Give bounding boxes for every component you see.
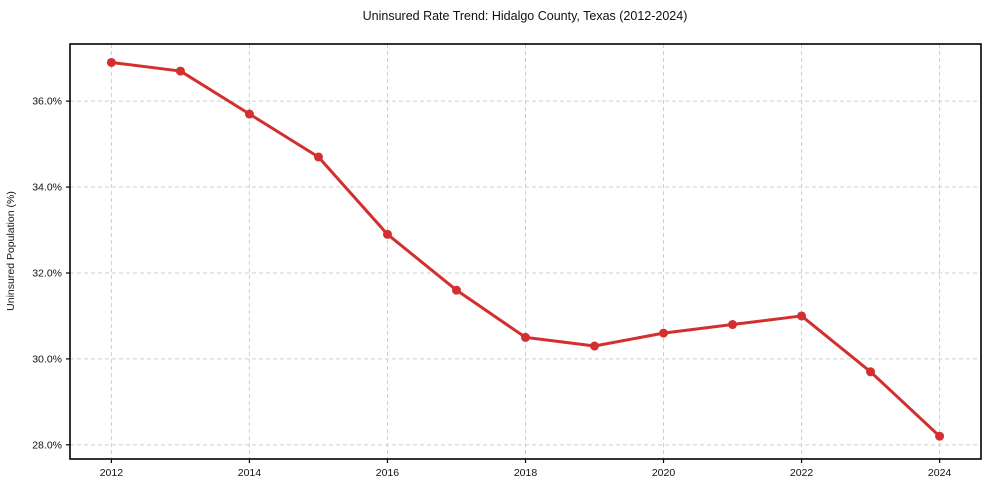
y-tick-label: 36.0%: [32, 96, 62, 108]
data-point-marker: [521, 332, 530, 342]
data-point-marker: [451, 285, 461, 295]
x-tick-label: 2016: [376, 467, 400, 479]
x-tick-label: 2012: [100, 467, 124, 479]
x-tick-label: 2020: [652, 467, 676, 479]
data-point-marker: [590, 341, 600, 351]
data-point-marker: [106, 57, 116, 67]
y-tick-label: 32.0%: [32, 267, 62, 279]
chart-title: Uninsured Rate Trend: Hidalgo County, Te…: [363, 9, 688, 23]
data-point-marker: [382, 229, 392, 239]
data-point-marker: [797, 311, 807, 321]
axis-ticks: [66, 100, 941, 463]
x-tick-label: 2022: [790, 467, 814, 479]
y-axis-title: Uninsured Population (%): [5, 191, 17, 311]
grid-lines: [70, 44, 981, 459]
data-series: [106, 57, 945, 441]
data-point-marker: [728, 320, 738, 330]
data-point-marker: [244, 109, 254, 119]
data-point-marker: [175, 66, 185, 76]
x-tick-label: 2018: [514, 467, 538, 479]
data-point-marker: [866, 367, 876, 377]
axis-tick-labels: 2012 2014 2016 2018 2020 2022 2024 28.0% 30.0% 32…: [32, 96, 951, 479]
data-point-marker: [935, 431, 945, 441]
data-point-marker: [313, 152, 323, 162]
x-tick-label: 2014: [238, 467, 262, 479]
y-tick-label: 28.0%: [32, 439, 62, 451]
x-tick-label: 2024: [928, 467, 952, 479]
y-tick-label: 34.0%: [32, 182, 62, 194]
y-tick-label: 30.0%: [32, 353, 62, 365]
data-point-marker: [659, 328, 669, 338]
